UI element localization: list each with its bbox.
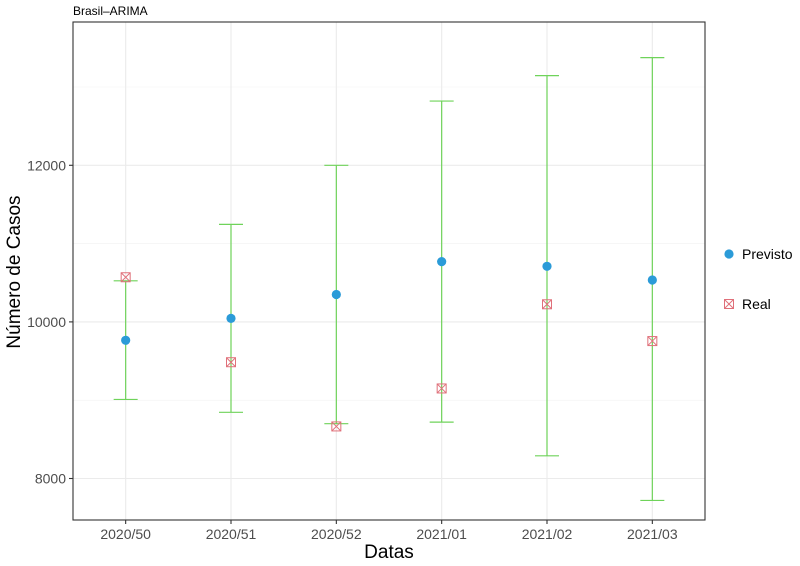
legend-key-real-cross-b [724,299,734,309]
real-point-box [647,336,658,347]
legend-label: Real [742,296,771,312]
real-point [542,299,552,310]
real-point-cross-b [647,336,658,346]
x-tick-label: 2020/51 [206,526,257,542]
real-point-cross-b [120,272,131,283]
previsto-point [331,289,341,300]
previsto-point [647,275,657,285]
legend-key-real [724,299,734,309]
real-point [436,383,447,394]
x-tick-label: 2021/01 [416,526,467,542]
real-point [120,272,131,283]
real-point [226,357,236,368]
real-point [331,421,342,432]
real-point-cross-b [436,383,447,394]
y-tick-label: 8000 [35,471,66,487]
real-point-box [436,383,447,394]
x-tick-label: 2020/50 [100,526,151,542]
x-tick-label: 2020/52 [311,526,362,542]
y-axis-title: Número de Casos [4,195,25,348]
panel-border [72,21,706,521]
y-tick-label: 12000 [27,157,66,173]
legend: Previsto Real [724,246,793,312]
previsto-point [437,257,447,267]
real-point-cross-b [542,299,552,310]
real-point-box [226,357,236,368]
chart-title: Brasil–ARIMA [73,4,148,18]
previsto-point [226,313,236,323]
previsto-point [121,335,131,345]
previsto-point [542,261,552,271]
legend-key-previsto [724,249,734,259]
legend-label: Previsto [742,246,793,262]
plot-area: 8000 10000 12000 2020/50 2020/51 2020/52 2021/… [27,21,706,542]
real-point-box [120,272,131,283]
x-tick-label: 2021/03 [627,526,678,542]
legend-key-real-box [724,299,734,309]
x-tick-label: 2021/02 [522,526,573,542]
real-point-cross-b [226,357,236,368]
x-axis-title: Datas [364,542,414,563]
real-point-cross-b [331,421,342,432]
y-tick-label: 10000 [27,314,66,330]
real-point-box [542,299,552,310]
real-point-box [331,421,342,432]
real-point [647,336,658,347]
